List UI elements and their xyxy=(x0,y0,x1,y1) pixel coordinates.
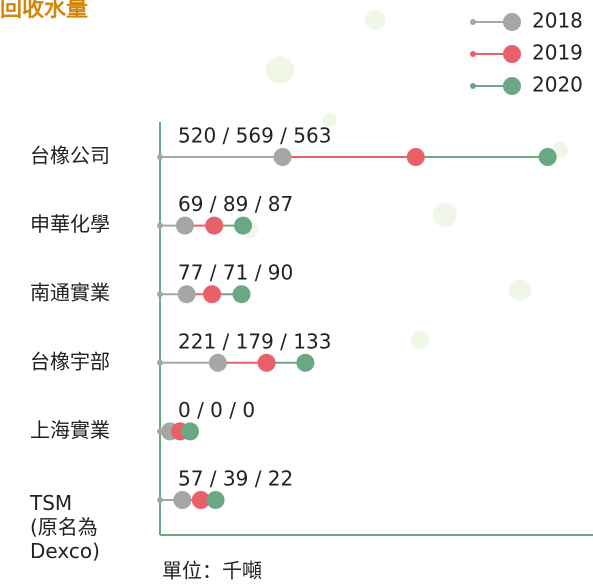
dot xyxy=(178,285,196,303)
dot xyxy=(173,491,191,509)
value-label: 221 / 179 / 133 xyxy=(178,329,331,353)
category-label: 申華化學 xyxy=(30,212,110,236)
value-label: 520 / 569 / 563 xyxy=(178,124,331,148)
dot xyxy=(539,148,557,166)
row-start xyxy=(157,223,163,229)
dot xyxy=(207,491,225,509)
dot xyxy=(258,354,276,372)
chart-title: 回收水量 xyxy=(0,0,88,22)
legend-start xyxy=(470,19,476,25)
dot xyxy=(209,354,227,372)
dot xyxy=(274,148,292,166)
row-start xyxy=(157,497,163,503)
value-label: 0 / 0 / 0 xyxy=(178,398,255,422)
dot xyxy=(407,148,425,166)
row-start xyxy=(157,154,163,160)
row-start xyxy=(157,291,163,297)
value-label: 57 / 39 / 22 xyxy=(178,467,293,491)
dot xyxy=(296,354,314,372)
dot xyxy=(203,285,221,303)
legend-start xyxy=(470,51,476,57)
dot xyxy=(181,422,199,440)
value-label: 69 / 89 / 87 xyxy=(178,192,293,216)
legend-label: 2019 xyxy=(532,41,583,65)
category-label: 南通實業 xyxy=(30,281,110,305)
category-label: 台橡宇部 xyxy=(30,349,110,373)
chart: 回收水量 單位：千噸 2018 2019 2020 台橡公司 520 / 569 / 5… xyxy=(0,0,593,587)
background-decor xyxy=(242,10,568,349)
dot xyxy=(176,217,194,235)
unit-label: 單位：千噸 xyxy=(162,559,262,583)
dot xyxy=(233,285,251,303)
dot xyxy=(234,217,252,235)
dot xyxy=(205,217,223,235)
legend-dot xyxy=(503,13,521,31)
legend-label: 2020 xyxy=(532,73,583,97)
row-start xyxy=(157,360,163,366)
category-label: 台橡公司 xyxy=(30,144,110,168)
legend-label: 2018 xyxy=(532,9,583,33)
legend-dot xyxy=(503,77,521,95)
value-label: 77 / 71 / 90 xyxy=(178,261,293,285)
legend-start xyxy=(470,83,476,89)
category-label: 上海實業 xyxy=(30,418,110,442)
legend-dot xyxy=(503,45,521,63)
